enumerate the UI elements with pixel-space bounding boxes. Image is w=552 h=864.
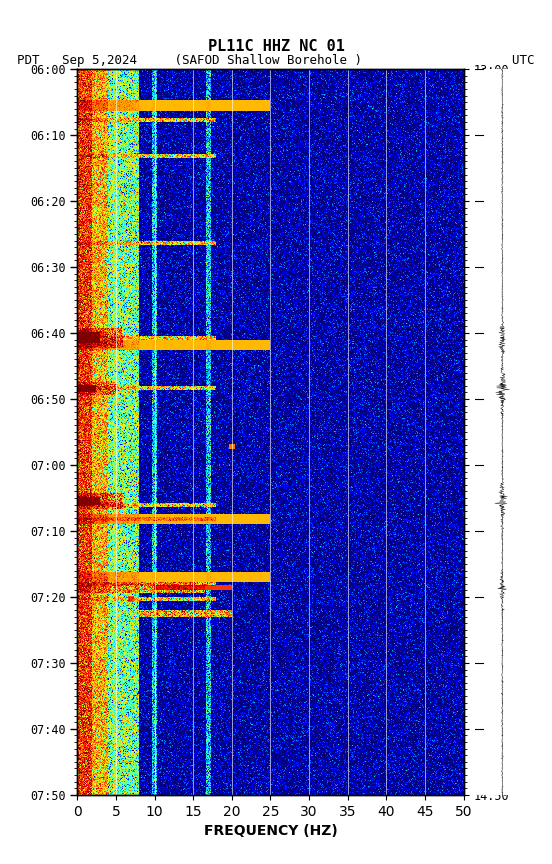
Text: PDT   Sep 5,2024     (SAFOD Shallow Borehole )                    UTC: PDT Sep 5,2024 (SAFOD Shallow Borehole )… xyxy=(17,54,535,67)
Text: PL11C HHZ NC 01: PL11C HHZ NC 01 xyxy=(208,39,344,54)
X-axis label: FREQUENCY (HZ): FREQUENCY (HZ) xyxy=(204,824,337,838)
